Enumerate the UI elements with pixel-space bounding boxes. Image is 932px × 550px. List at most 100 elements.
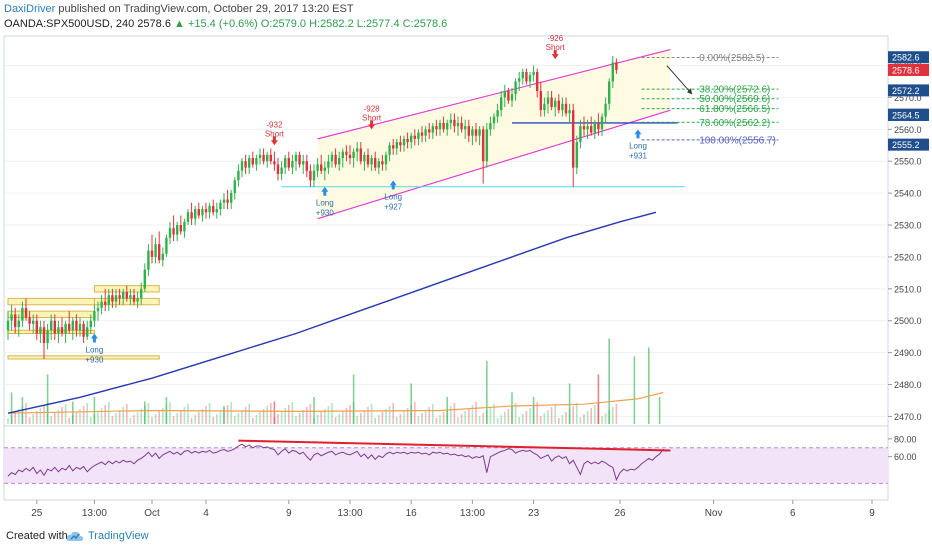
- long-signal-label: Long: [629, 141, 647, 150]
- volume-bar: [475, 402, 477, 424]
- candle-body: [86, 327, 89, 337]
- short-signal-label: -928: [364, 104, 381, 113]
- volume-bar: [86, 403, 88, 424]
- long-signal-label: Long: [384, 192, 402, 201]
- volume-bar: [396, 417, 398, 424]
- candle-body: [593, 122, 596, 133]
- volume-bar: [507, 409, 510, 424]
- volume-bar: [417, 416, 420, 424]
- candle-body: [140, 288, 143, 299]
- volume-bar: [14, 412, 16, 424]
- tradingview-brand[interactable]: TradingView: [88, 530, 149, 542]
- volume-bar: [406, 408, 409, 424]
- volume-bar: [79, 409, 81, 424]
- volume-bar: [608, 410, 610, 424]
- moving-average-line: [7, 211, 657, 414]
- volume-bar: [460, 414, 463, 424]
- candle-body: [492, 116, 496, 123]
- rsi-axis-label: 60.00: [894, 452, 917, 462]
- volume-bar: [172, 416, 175, 424]
- volume-bar: [234, 416, 236, 424]
- price-axis-label: 2510.0: [894, 284, 922, 294]
- short-signal-label: -932: [266, 120, 283, 129]
- candle-body: [39, 327, 42, 334]
- candle-body: [10, 314, 13, 321]
- volume-bar: [39, 408, 42, 424]
- candle-body: [500, 97, 503, 111]
- volume-bar: [439, 415, 441, 424]
- candle-body: [168, 228, 172, 238]
- volume-bar: [388, 406, 391, 424]
- candle-body: [183, 221, 186, 232]
- candle-body: [399, 142, 402, 146]
- volume-bar: [75, 412, 78, 424]
- volume-bar: [327, 406, 330, 424]
- candle-body: [582, 126, 586, 130]
- time-axis-label: 26: [614, 508, 626, 519]
- candle-body: [590, 126, 593, 133]
- fib-level-label: 78.60%(2562.2): [699, 118, 770, 129]
- candle-body: [453, 119, 456, 127]
- volume-bar: [468, 408, 470, 424]
- volume-bar: [291, 402, 294, 424]
- time-axis-label: 13:00: [82, 508, 107, 519]
- volume-bar: [82, 406, 85, 424]
- chart-canvas[interactable]: 2470.0 2480.0 2490.0 2500.0 2510.0 2520.0 2530…: [0, 34, 932, 524]
- author-link[interactable]: DaxiDriver: [4, 3, 56, 15]
- volume-bar: [392, 403, 394, 424]
- candle-body: [312, 170, 316, 181]
- volume-bar: [334, 417, 337, 424]
- price-badge-label: 2572.2: [892, 86, 920, 96]
- volume-bar: [486, 410, 488, 424]
- candle-body: [323, 167, 326, 171]
- volume-bar: [331, 403, 333, 424]
- candle-body: [6, 320, 10, 331]
- volume-bar: [421, 413, 423, 424]
- volume-bar: [579, 417, 582, 424]
- volume-bar: [115, 413, 117, 424]
- candle-body: [402, 138, 406, 146]
- volume-bar: [424, 410, 427, 424]
- candle-body: [366, 154, 370, 165]
- volume-bar: [201, 409, 204, 424]
- volume-bar: [72, 415, 74, 424]
- volume-bar: [136, 412, 139, 424]
- volume-bar: [180, 410, 182, 424]
- volume-bar: [118, 410, 121, 424]
- volume-bar: [514, 403, 517, 424]
- projection-arrow-line: [666, 65, 693, 95]
- volume-bar: [111, 416, 114, 424]
- candle-body: [172, 228, 175, 235]
- volume-bar: [28, 417, 31, 424]
- candle-body: [204, 209, 208, 213]
- candle-body: [478, 129, 481, 136]
- candle-body: [510, 94, 514, 101]
- price-axis-label: 2570.0: [894, 93, 922, 103]
- volume-bar: [273, 417, 276, 424]
- volume-bar: [223, 408, 225, 424]
- candle-body: [35, 320, 38, 334]
- fib-level-label: 38.20%(2572.6): [699, 85, 770, 96]
- candle-body: [57, 327, 60, 334]
- candle-body: [597, 122, 600, 130]
- candle-body: [237, 170, 240, 181]
- volume-bar: [410, 405, 412, 424]
- price-badge-label: 2564.5: [892, 110, 920, 120]
- volume-bar: [100, 408, 103, 424]
- candle-body: [179, 225, 182, 232]
- volume-bar: [277, 414, 279, 424]
- candle-body: [280, 167, 283, 174]
- volume-bar: [259, 412, 261, 424]
- volume-bar: [442, 412, 445, 424]
- candle-body: [503, 91, 506, 98]
- candle-body: [496, 110, 499, 117]
- candle-body: [485, 129, 488, 162]
- fib-level-label: 100.00%(2556.7): [699, 135, 776, 146]
- volume-bar: [57, 410, 60, 424]
- long-signal-label: +931: [629, 151, 648, 160]
- candle-body: [201, 209, 204, 216]
- candle-body: [528, 75, 532, 82]
- volume-bar: [32, 414, 34, 424]
- volume-bar: [162, 408, 164, 424]
- volume-bar: [565, 412, 567, 424]
